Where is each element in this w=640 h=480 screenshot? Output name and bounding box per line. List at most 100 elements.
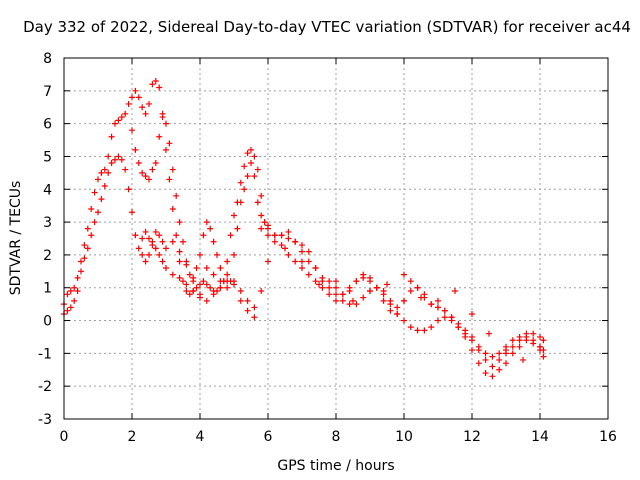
data-point: [346, 301, 353, 308]
data-point: [319, 274, 326, 281]
data-point: [339, 291, 346, 298]
data-point: [237, 179, 244, 186]
data-point: [496, 350, 503, 357]
data-point: [339, 297, 346, 304]
data-point: [278, 242, 285, 249]
chart-title: Day 332 of 2022, Sidereal Day-to-day VTE…: [23, 18, 631, 36]
data-point: [292, 238, 299, 245]
data-point: [152, 245, 159, 252]
data-point: [326, 291, 333, 298]
data-point: [469, 310, 475, 317]
data-point: [523, 330, 530, 337]
data-point: [319, 284, 326, 291]
data-point: [435, 317, 441, 324]
data-point: [135, 160, 142, 167]
plot-frame: [63, 57, 609, 420]
data-point: [214, 251, 220, 258]
y-tick-label: -1: [38, 346, 52, 362]
data-point: [244, 297, 251, 304]
data-point: [251, 304, 258, 311]
y-tick-label: 5: [43, 149, 52, 165]
data-point: [183, 281, 190, 288]
data-point: [285, 228, 292, 235]
data-point: [224, 258, 231, 265]
data-point: [152, 160, 159, 167]
data-point: [135, 245, 142, 252]
data-point: [299, 248, 305, 255]
y-tick-label: 2: [43, 248, 52, 264]
data-point: [401, 271, 407, 278]
data-point: [210, 271, 217, 278]
data-point: [231, 251, 237, 258]
data-point: [108, 160, 115, 167]
y-tick-label: -3: [38, 412, 52, 428]
data-point: [520, 356, 526, 363]
data-point: [360, 294, 367, 301]
x-tick-label: 6: [264, 429, 273, 445]
data-point: [333, 278, 339, 285]
data-point: [125, 100, 132, 107]
data-point: [159, 238, 166, 245]
data-point: [326, 284, 333, 291]
data-point: [163, 245, 169, 252]
data-point: [486, 330, 492, 337]
y-tick-label: 7: [43, 84, 52, 100]
data-point: [197, 281, 203, 288]
data-point: [186, 271, 193, 278]
data-point: [118, 156, 125, 163]
data-point: [258, 288, 265, 295]
data-point: [428, 301, 435, 308]
data-point: [452, 288, 458, 295]
data-point: [401, 297, 407, 304]
data-point: [241, 186, 248, 193]
y-tick-label: -2: [38, 379, 52, 395]
data-point: [81, 255, 88, 262]
data-point: [118, 114, 125, 121]
data-point: [156, 232, 163, 239]
data-point: [156, 133, 163, 140]
data-point: [190, 288, 197, 295]
data-point: [176, 248, 183, 255]
data-point: [163, 146, 169, 153]
data-point: [98, 196, 105, 203]
data-point: [203, 297, 210, 304]
data-points: [61, 77, 547, 380]
data-point: [407, 278, 414, 285]
grid-lines: [63, 57, 609, 420]
data-point: [241, 163, 248, 170]
data-point: [387, 307, 394, 314]
data-point: [163, 265, 169, 272]
data-point: [95, 176, 101, 183]
data-point: [231, 212, 237, 219]
y-tick-label: 1: [43, 281, 52, 297]
data-point: [210, 238, 217, 245]
data-point: [88, 232, 95, 239]
data-point: [122, 166, 129, 173]
data-point: [265, 232, 271, 239]
data-point: [530, 330, 537, 337]
data-point: [407, 324, 414, 331]
data-point: [217, 284, 224, 291]
data-point: [176, 258, 183, 265]
data-series: [129, 114, 547, 360]
data-point: [350, 297, 356, 304]
data-point: [193, 284, 200, 291]
data-point: [299, 242, 305, 249]
data-point: [149, 238, 156, 245]
data-point: [312, 265, 319, 272]
data-point: [108, 133, 115, 140]
data-point: [394, 310, 401, 317]
data-point: [74, 274, 81, 281]
data-point: [71, 284, 78, 291]
data-point: [271, 232, 278, 239]
data-point: [166, 176, 173, 183]
y-tick-label: 8: [43, 51, 52, 67]
data-point: [278, 232, 285, 239]
data-point: [537, 333, 543, 340]
data-point: [540, 337, 547, 344]
data-point: [227, 232, 234, 239]
x-tick-labels: 0 2 4 6 8 10 12 14 16: [60, 429, 617, 445]
data-point: [139, 104, 146, 111]
data-point: [333, 284, 339, 291]
data-point: [180, 238, 186, 245]
